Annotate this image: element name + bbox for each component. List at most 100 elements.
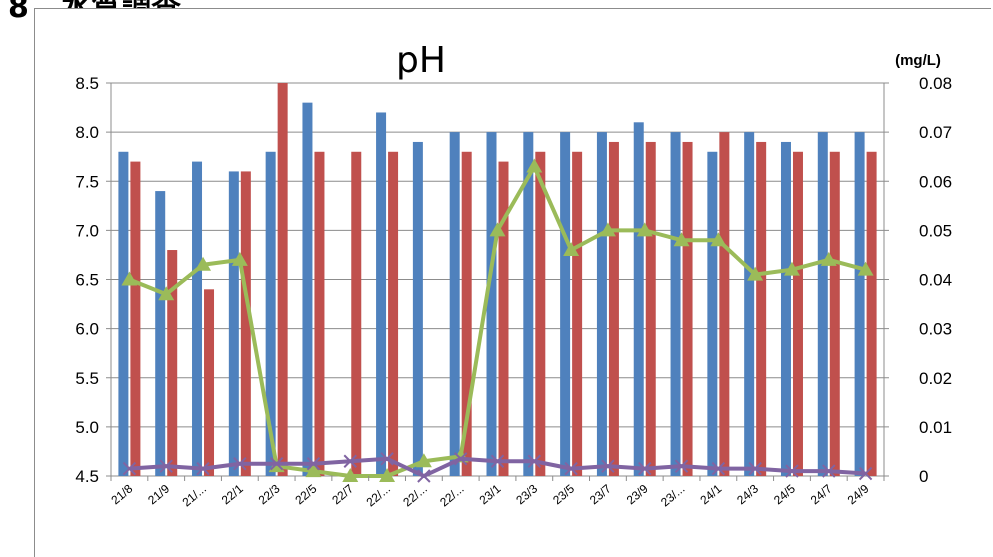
x-tick-label: 21/8 — [108, 481, 135, 507]
x-tick-label: 24/1 — [697, 481, 724, 507]
x-marker — [159, 459, 173, 473]
bar-series-2 — [645, 141, 656, 476]
y-tick-label: 7.5 — [75, 172, 99, 191]
y-tick-label: 6.0 — [75, 320, 99, 339]
x-marker — [822, 464, 836, 478]
bar-series-1 — [486, 132, 497, 476]
bar-series-2 — [572, 151, 583, 476]
triangle-marker — [489, 222, 506, 237]
y-tick-label: 5.0 — [75, 418, 99, 437]
bar-series-1 — [228, 171, 239, 477]
x-marker — [380, 452, 394, 466]
y-tick-label: 7.0 — [75, 221, 99, 240]
y2-tick-label: 0.06 — [919, 172, 952, 191]
y-tick-label: 8.5 — [75, 74, 99, 93]
triangle-marker — [342, 468, 359, 482]
bar-series-2 — [682, 141, 693, 476]
bar-series-1 — [265, 151, 276, 476]
y2-tick-label: 0.04 — [919, 271, 952, 290]
bar-series-2 — [608, 141, 619, 476]
bars-layer — [118, 83, 877, 477]
bar-series-2 — [204, 289, 215, 476]
x-marker — [638, 461, 652, 476]
x-tick-label: 24/7 — [808, 481, 835, 507]
y2-unit-label: (mg/L) — [895, 52, 941, 69]
x-tick-label: 24/5 — [771, 481, 798, 507]
bar-series-1 — [155, 191, 166, 476]
bar-series-1 — [817, 132, 828, 476]
bar-series-1 — [560, 132, 571, 476]
x-tick-label: 23/... — [658, 482, 687, 510]
x-tick-label: 22/5 — [292, 481, 319, 507]
bar-series-2 — [240, 171, 251, 477]
bar-series-1 — [596, 132, 607, 476]
x-marker — [196, 461, 210, 476]
y2-tick-label: 0.03 — [919, 320, 952, 339]
x-marker — [748, 461, 762, 476]
x-tick-label: 22/3 — [256, 481, 283, 507]
triangle-marker — [195, 256, 212, 271]
line-series-1 — [128, 164, 867, 478]
x-tick-label: 22/... — [400, 482, 429, 510]
x-marker — [527, 454, 542, 468]
y-tick-label: 5.5 — [75, 369, 99, 388]
bar-series-1 — [302, 102, 313, 477]
y2-tick-label: 0.01 — [919, 418, 952, 437]
bar-series-2 — [498, 161, 509, 476]
x-tick-label: 24/9 — [845, 481, 872, 507]
x-tick-label: 23/1 — [477, 481, 504, 507]
y2-tick-label: 0 — [919, 467, 928, 486]
y-tick-label: 8.0 — [75, 123, 99, 142]
triangle-marker — [783, 261, 800, 276]
x-tick-label: 24/3 — [734, 481, 761, 507]
chart-title: pH — [396, 40, 446, 81]
triangle-marker — [820, 251, 837, 266]
triangle-marker — [747, 266, 764, 281]
triangle-marker — [636, 222, 653, 237]
bar-series-2 — [792, 151, 803, 476]
bar-series-2 — [351, 151, 362, 476]
triangle-marker — [231, 251, 248, 266]
triangle-marker — [673, 232, 690, 247]
x-marker — [269, 457, 284, 471]
y2-tick-label: 0.07 — [919, 123, 952, 142]
x-tick-label: 21/9 — [145, 481, 172, 507]
triangle-marker — [121, 271, 138, 286]
x-marker — [417, 469, 431, 483]
x-marker — [490, 454, 505, 468]
x-marker — [306, 457, 321, 471]
x-marker — [858, 466, 873, 481]
bar-series-2 — [719, 132, 730, 476]
y-tick-label: 4.5 — [75, 467, 99, 486]
x-marker — [122, 461, 137, 476]
bar-series-2 — [277, 83, 288, 476]
triangle-marker — [857, 261, 874, 276]
x-marker — [711, 461, 726, 476]
x-tick-label: 23/9 — [624, 481, 651, 507]
y-tick-label: 6.5 — [75, 271, 99, 290]
bar-series-2 — [167, 250, 178, 476]
bar-series-2 — [461, 151, 472, 476]
bar-series-1 — [118, 151, 129, 476]
x-tick-label: 22/1 — [219, 481, 246, 507]
bar-series-1 — [376, 112, 387, 476]
triangle-marker — [415, 453, 432, 468]
bar-series-1 — [670, 132, 681, 476]
bar-series-2 — [829, 151, 840, 476]
bar-series-2 — [314, 151, 325, 476]
x-tick-label: 23/3 — [513, 481, 540, 507]
x-tick-label: 22/... — [437, 482, 466, 510]
bar-series-1 — [707, 151, 718, 476]
bar-series-1 — [780, 141, 791, 476]
x-tick-label: 23/5 — [550, 481, 577, 507]
x-marker — [785, 464, 799, 478]
x-tick-label: 23/7 — [587, 481, 614, 507]
x-marker — [601, 459, 615, 473]
triangle-marker — [305, 463, 322, 478]
x-marker — [343, 454, 357, 468]
y2-tick-label: 0.05 — [919, 221, 952, 240]
bar-series-2 — [866, 151, 877, 476]
bar-series-1 — [449, 132, 460, 476]
triangle-marker — [158, 286, 175, 301]
